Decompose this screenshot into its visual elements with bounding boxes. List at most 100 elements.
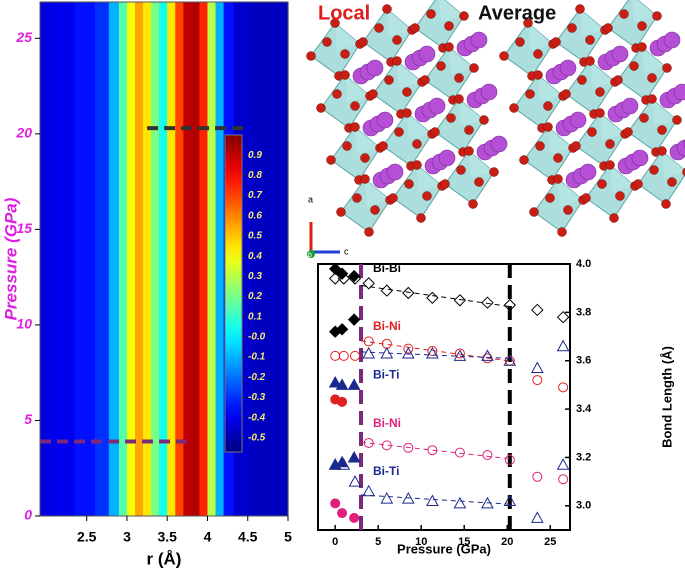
oxygen (360, 174, 370, 184)
point (530, 361, 544, 373)
octahedron-face (397, 61, 422, 88)
oxygen (543, 122, 553, 132)
fit-line (360, 340, 510, 362)
oxygen (416, 213, 426, 223)
oxygen (623, 127, 633, 137)
octahedron-face (365, 179, 390, 206)
oxygen (561, 89, 571, 99)
oxygen (440, 179, 450, 189)
y-tick-label: 0 (24, 507, 32, 523)
point (453, 294, 467, 307)
oxygen (613, 75, 623, 85)
point (426, 494, 439, 506)
point (401, 492, 415, 504)
colorbar-tick-label: -0.4 (248, 412, 266, 423)
colorbar-tick-label: -0.3 (248, 392, 266, 403)
x-tick-label: 15 (458, 536, 470, 548)
point (531, 303, 544, 317)
oxygen (459, 11, 469, 21)
bismuth (676, 139, 685, 157)
oxygen (577, 75, 587, 85)
oxygen (350, 122, 360, 132)
oxygen (647, 73, 657, 83)
y-tick-label: 3.2 (576, 451, 591, 463)
bismuth (673, 83, 685, 101)
bismuth (621, 97, 639, 115)
oxygen (388, 193, 398, 203)
octahedron-face (548, 127, 573, 154)
y-tick-label: 4.0 (576, 258, 591, 270)
y-tick-label: 15 (16, 220, 32, 236)
oxygen (605, 160, 615, 170)
bismuth (438, 149, 456, 167)
oxygen (557, 227, 567, 237)
x-tick-label: 4 (204, 529, 212, 545)
octahedron-face (580, 9, 605, 36)
point (481, 296, 494, 309)
oxygen (509, 103, 519, 113)
point (347, 269, 361, 283)
heat-cell (251, 2, 277, 516)
octahedron-face (449, 47, 474, 74)
y-tick-label: 3.4 (576, 403, 592, 415)
point (335, 323, 349, 336)
oxygen (454, 73, 464, 83)
bismuth (480, 83, 498, 101)
point (335, 455, 349, 468)
oxygen (575, 4, 585, 14)
octahedron-face (590, 61, 615, 88)
oxygen (637, 21, 647, 31)
oxygen (340, 49, 350, 59)
point (337, 508, 348, 519)
y-tick-label: 5 (24, 411, 32, 427)
x-axis-label: r (Å) (147, 549, 182, 568)
heat-cell (135, 2, 144, 516)
oxygen (332, 89, 342, 99)
point (453, 496, 467, 509)
oxygen (615, 191, 625, 201)
point (504, 454, 515, 465)
point (349, 512, 360, 523)
octahedron-face (662, 151, 685, 178)
oxygen (364, 227, 374, 237)
octahedron-face (632, 0, 657, 22)
oxygen (563, 205, 573, 215)
x-axis-label: Pressure (GPa) (397, 541, 491, 556)
colorbar-tick-label: 0.1 (248, 311, 262, 322)
oxygen (330, 18, 340, 28)
point (481, 349, 494, 361)
colorbar-tick-label: 0.7 (248, 190, 262, 201)
oxygen (350, 101, 360, 111)
x-tick-label: 20 (501, 536, 513, 548)
x-tick-label: 5 (284, 529, 292, 545)
oxygen (489, 167, 499, 177)
oxygen (479, 115, 489, 125)
heat-cell (199, 2, 209, 516)
point (380, 492, 394, 504)
point (532, 471, 543, 482)
octahedron-face (459, 99, 484, 126)
oxygen (587, 127, 597, 137)
octahedron-face (610, 165, 635, 192)
oxygen (605, 139, 615, 149)
heat-cell (175, 2, 184, 516)
point (427, 445, 438, 456)
oxygen (633, 179, 643, 189)
oxygen (603, 23, 613, 33)
x-tick-label: 3 (123, 529, 131, 545)
octahedron-face (469, 151, 494, 178)
heat-cell (215, 2, 225, 516)
oxygen (436, 61, 446, 71)
point (503, 298, 517, 312)
colorbar-tick-label: 0.3 (248, 271, 262, 282)
oxygen (430, 127, 440, 137)
heat-cell (183, 2, 192, 516)
axis-letter: a (308, 194, 313, 204)
oxygen (515, 37, 525, 47)
bismuth (611, 45, 629, 63)
x-tick-label: 25 (544, 536, 556, 548)
point (558, 382, 569, 393)
oxygen (474, 177, 484, 187)
point (362, 346, 376, 359)
